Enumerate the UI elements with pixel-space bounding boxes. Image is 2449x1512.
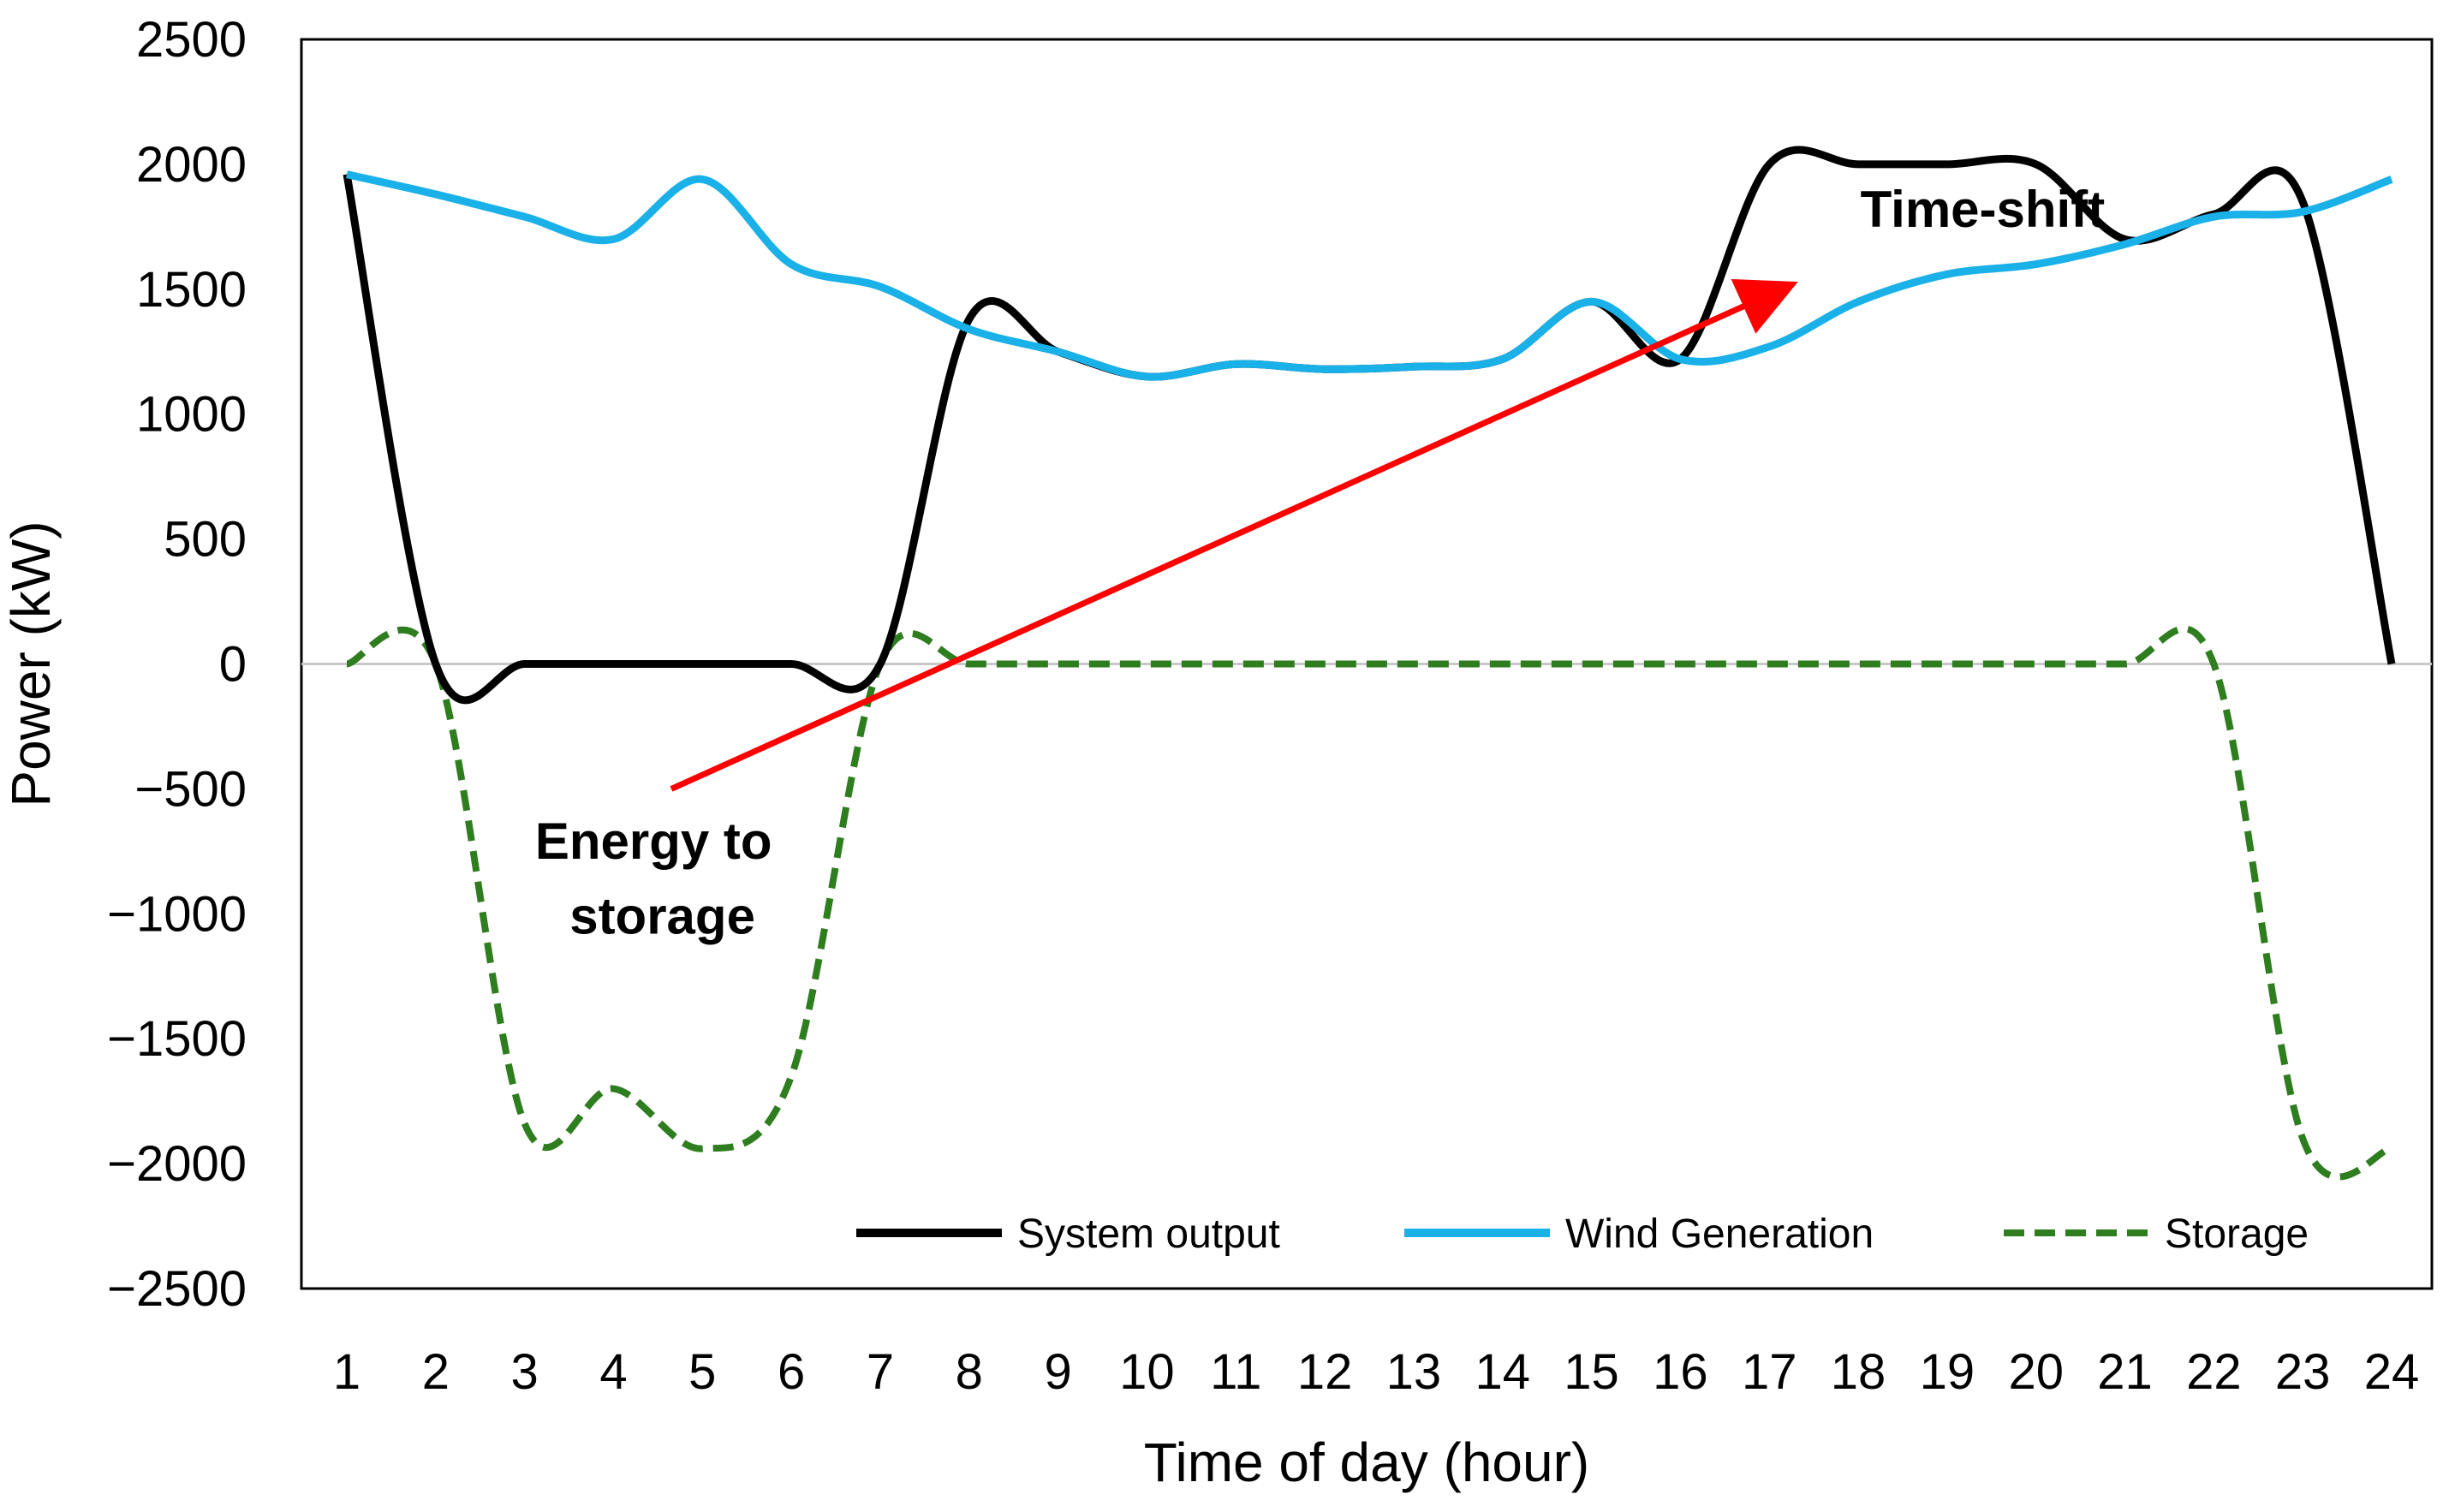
- x-tick-label: 21: [2097, 1344, 2153, 1400]
- x-tick-label: 22: [2186, 1344, 2242, 1400]
- x-tick-label: 16: [1653, 1344, 1708, 1400]
- x-axis-title: Time of day (hour): [1144, 1432, 1589, 1493]
- x-tick-label: 24: [2364, 1344, 2420, 1400]
- y-tick-label: 1500: [136, 262, 247, 318]
- x-tick-label: 6: [778, 1344, 805, 1400]
- y-tick-label: −1500: [107, 1011, 247, 1067]
- x-tick-label: 18: [1831, 1344, 1886, 1400]
- y-tick-label: 500: [164, 512, 247, 568]
- x-tick-label: 3: [511, 1344, 539, 1400]
- y-axis-title: Power (kW): [0, 521, 62, 807]
- x-tick-label: 9: [1044, 1344, 1071, 1400]
- y-tick-label: 2000: [136, 137, 247, 193]
- x-tick-label: 8: [956, 1344, 983, 1400]
- x-tick-label: 11: [1210, 1344, 1261, 1400]
- annotation-energy-to: Energy to: [535, 813, 772, 870]
- x-tick-label: 1: [333, 1344, 360, 1400]
- x-tick-label: 7: [867, 1344, 894, 1400]
- series-line-storage: [345, 625, 2392, 1181]
- x-tick-label: 17: [1742, 1344, 1797, 1400]
- time-shift-arrow: [670, 278, 1798, 792]
- x-tick-label: 12: [1297, 1344, 1353, 1400]
- x-tick-label: 4: [599, 1344, 627, 1400]
- legend-label-wind-generation: Wind Generation: [1565, 1211, 1874, 1257]
- x-tick-label: 15: [1564, 1344, 1619, 1400]
- annotation-time-shift: Time-shift: [1861, 181, 2106, 238]
- legend-label-system-output: System output: [1017, 1211, 1280, 1257]
- y-tick-label: −500: [134, 761, 247, 817]
- series-line-wind-generation: [346, 170, 2393, 381]
- y-tick-label: −2500: [107, 1261, 247, 1317]
- x-tick-label: 5: [688, 1344, 716, 1400]
- annotation-storage: storage: [569, 888, 755, 945]
- x-tick-label: 13: [1386, 1344, 1442, 1400]
- x-tick-label: 20: [2008, 1344, 2064, 1400]
- y-tick-label: 1000: [136, 387, 247, 443]
- y-tick-label: −2000: [107, 1136, 247, 1192]
- legend-label-storage: Storage: [2165, 1211, 2309, 1257]
- x-tick-label: 10: [1119, 1344, 1175, 1400]
- x-tick-label: 2: [422, 1344, 450, 1400]
- x-tick-label: 19: [1920, 1344, 1975, 1400]
- x-tick-label: 23: [2275, 1344, 2331, 1400]
- y-tick-label: −1000: [107, 886, 247, 942]
- y-tick-label: 2500: [136, 12, 247, 68]
- x-tick-label: 14: [1475, 1344, 1530, 1400]
- y-tick-label: 0: [219, 637, 247, 693]
